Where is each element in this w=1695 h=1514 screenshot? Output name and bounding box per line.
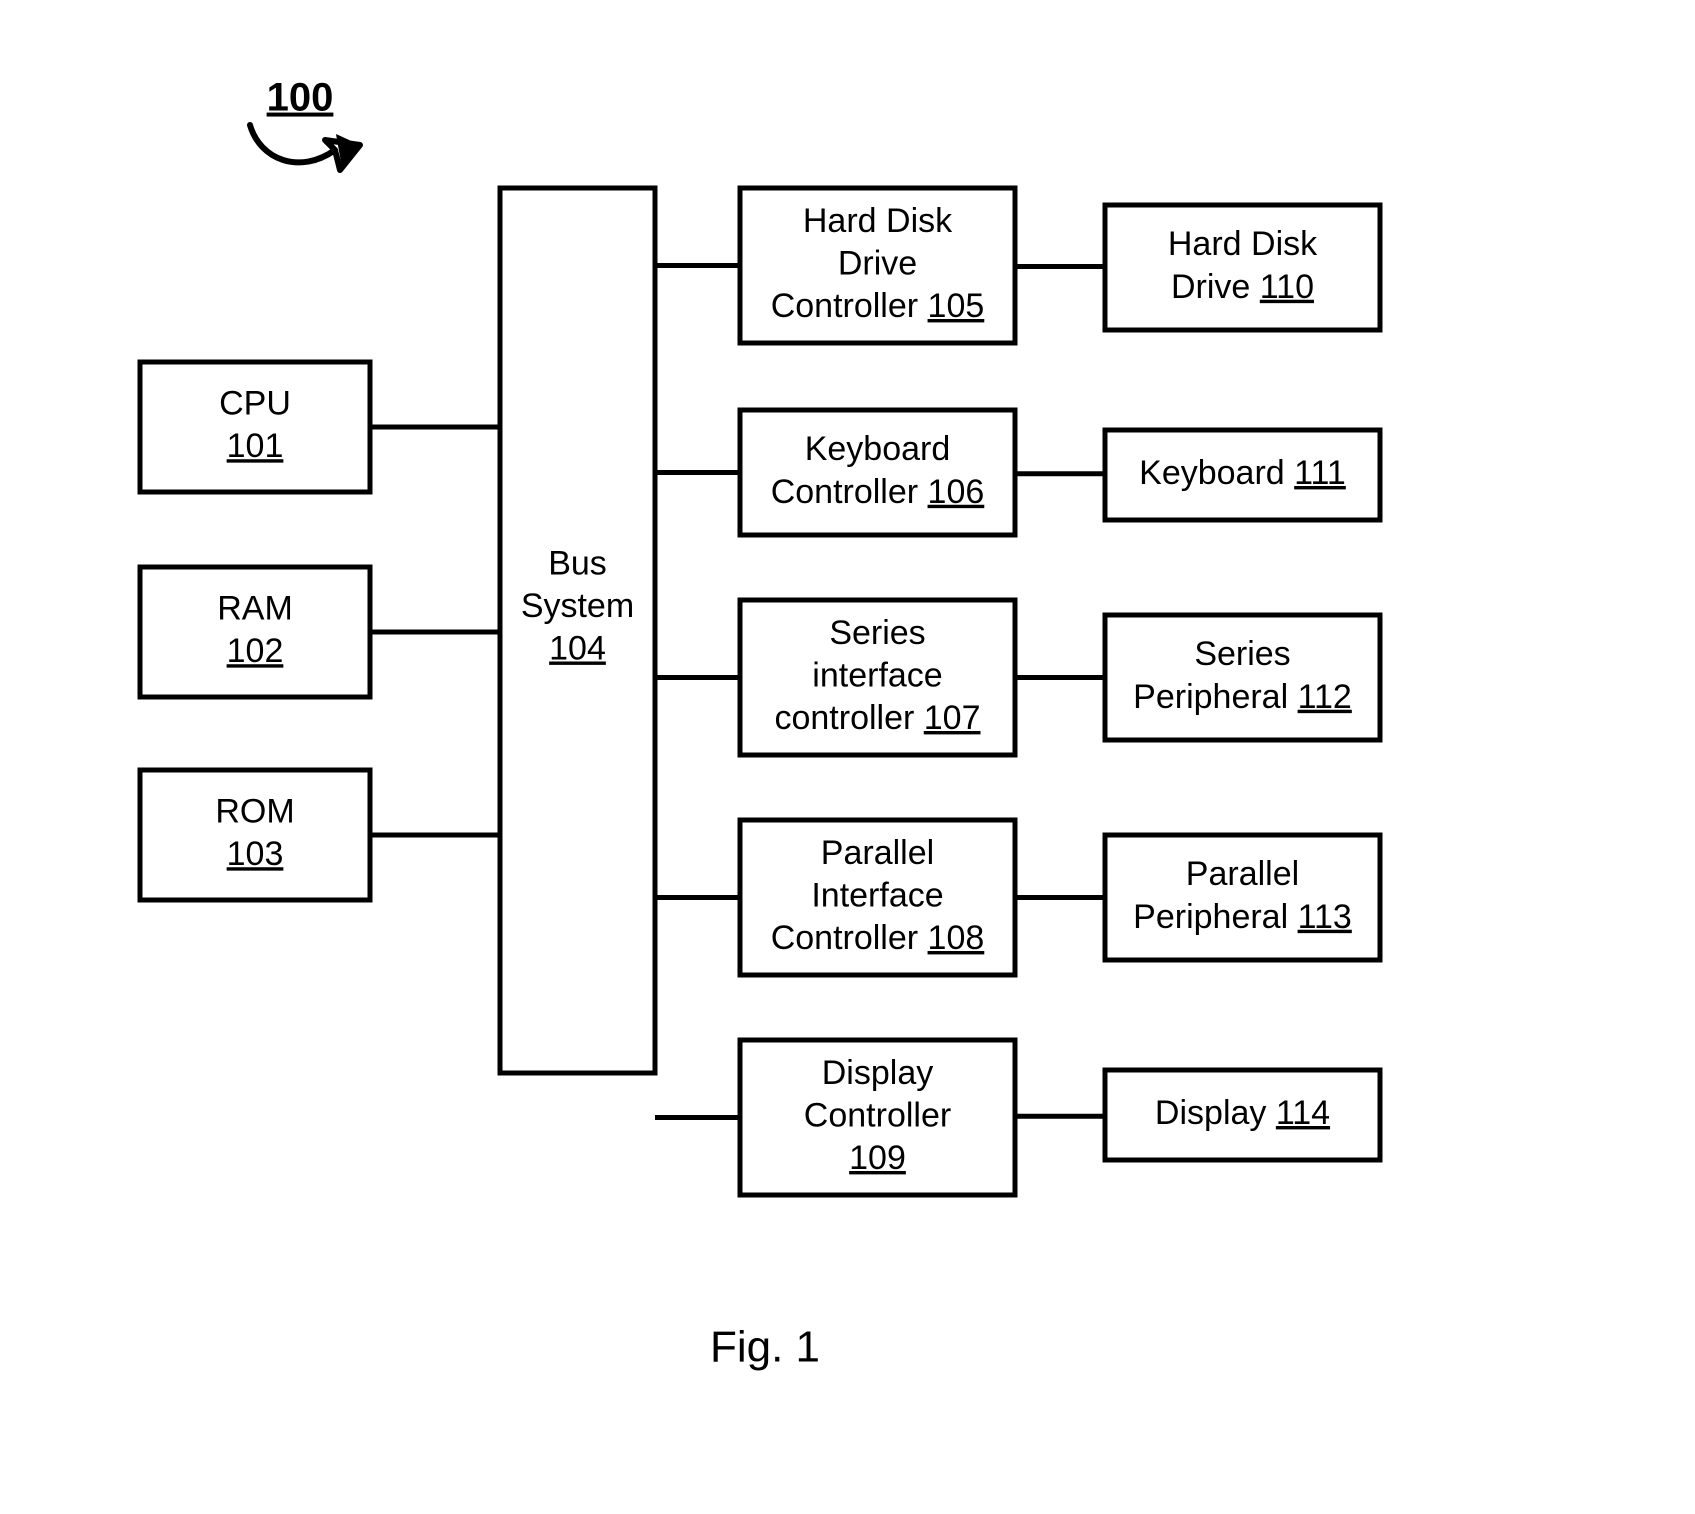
node-disp: Display 114	[1105, 1070, 1380, 1160]
node-dispc-label-line-1: Controller	[804, 1096, 951, 1134]
node-pp-refnum: 113	[1298, 898, 1352, 936]
node-disp-label-line-0: Display 114	[1155, 1094, 1330, 1132]
node-pp-label-line-1: Peripheral 113	[1133, 898, 1352, 936]
node-sp-label-line-1: Peripheral 112	[1133, 678, 1352, 716]
node-sp: Series Peripheral 112	[1105, 615, 1380, 740]
node-hddc-label-line-0: Hard Disk	[803, 202, 953, 240]
node-ram: RAM 102	[140, 567, 370, 697]
node-sic-label-line-0: Series	[829, 614, 925, 652]
node-cpu-label-line-0: CPU	[219, 385, 291, 423]
node-hddc: Hard Disk Drive Controller 105	[740, 188, 1015, 343]
node-hdd-label-line-1: Drive 110	[1171, 268, 1314, 306]
node-rom-refnum: 103	[227, 835, 284, 873]
node-ram-label-line-0: RAM	[217, 590, 293, 628]
node-hdd-label-line-0: Hard Disk	[1168, 225, 1318, 263]
node-cpu-refnum: 101	[227, 427, 284, 465]
node-bus: Bus System 104	[500, 188, 655, 1073]
node-rom-label-line-0: ROM	[215, 793, 294, 831]
node-pic-label-line-1: Interface	[811, 876, 943, 914]
system-block-diagram: CPU 101 RAM 102 ROM 103 Bus System 104 Hard Disk D…	[0, 0, 1695, 1514]
node-pic-refnum: 108	[928, 919, 985, 957]
node-dispc-label-line-0: Display	[822, 1054, 933, 1092]
node-kbdc: Keyboard Controller 106	[740, 410, 1015, 535]
node-sp-label-line-0: Series	[1194, 635, 1290, 673]
node-hddc-label-line-1: Drive	[838, 244, 917, 282]
figure-caption: Fig. 1	[710, 1323, 820, 1372]
node-hdd: Hard Disk Drive 110	[1105, 205, 1380, 330]
node-kbdc-label-line-1: Controller 106	[771, 473, 985, 511]
node-sic-label-line-2: controller 107	[774, 699, 980, 737]
node-pic-label-line-0: Parallel	[821, 834, 934, 872]
node-kbd-label-line-0: Keyboard 111	[1139, 454, 1346, 492]
node-sic: Series interface controller 107	[740, 600, 1015, 755]
node-hdd-refnum: 110	[1260, 268, 1314, 306]
node-dispc-refnum: 109	[849, 1139, 906, 1177]
node-hddc-label-line-2: Controller 105	[771, 287, 985, 325]
node-kbd-refnum: 111	[1294, 454, 1346, 492]
node-pp-label-line-0: Parallel	[1186, 855, 1299, 893]
node-hddc-refnum: 105	[928, 287, 985, 325]
node-sic-label-line-1: interface	[812, 656, 942, 694]
node-pp: Parallel Peripheral 113	[1105, 835, 1380, 960]
node-bus-label-line-1: System	[521, 587, 634, 625]
node-sp-refnum: 112	[1298, 678, 1352, 716]
node-sic-refnum: 107	[924, 699, 981, 737]
node-kbdc-refnum: 106	[928, 473, 985, 511]
node-bus-label-line-0: Bus	[548, 544, 607, 582]
node-bus-refnum: 104	[549, 629, 606, 667]
node-cpu: CPU 101	[140, 362, 370, 492]
node-rom: ROM 103	[140, 770, 370, 900]
node-kbdc-label-line-0: Keyboard	[805, 430, 951, 468]
node-pic: Parallel Interface Controller 108	[740, 820, 1015, 975]
node-ram-refnum: 102	[227, 632, 284, 670]
node-kbd: Keyboard 111	[1105, 430, 1380, 520]
node-disp-refnum: 114	[1276, 1094, 1330, 1132]
node-dispc: Display Controller 109	[740, 1040, 1015, 1195]
figure-number: 100	[267, 76, 334, 120]
node-pic-label-line-2: Controller 108	[771, 919, 985, 957]
